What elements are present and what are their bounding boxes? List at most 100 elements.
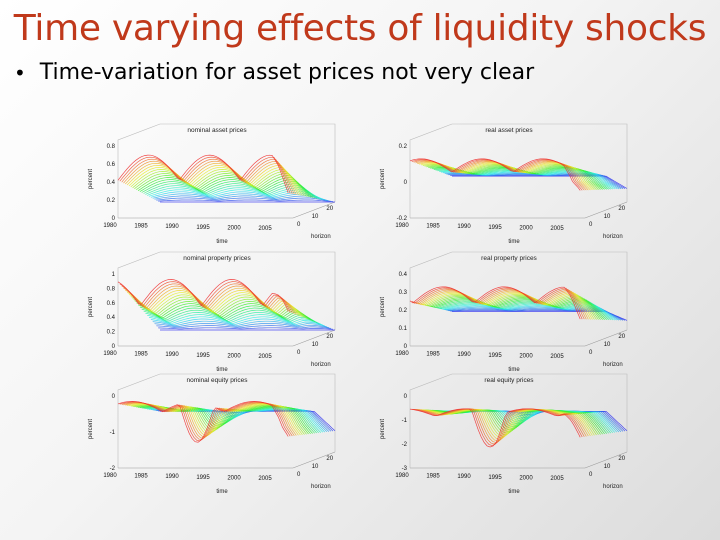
z-tick-label: 0.4 <box>107 315 116 321</box>
surface-mesh-line <box>411 408 583 446</box>
x-axis-label: time <box>508 489 520 495</box>
y-tick-label: 20 <box>618 334 625 340</box>
surface-mesh-line <box>148 189 323 200</box>
surface-mesh-line <box>126 290 299 316</box>
y-tick-label: 10 <box>312 214 319 220</box>
x-tick-label: 1985 <box>426 224 440 230</box>
surface-mesh-line <box>132 296 305 319</box>
y-tick-label: 0 <box>297 350 301 356</box>
z-axis-label: percent <box>88 169 94 189</box>
z-tick-label: 0 <box>112 394 116 400</box>
chart-floor-edge <box>410 201 628 219</box>
z-tick-label: 0.2 <box>107 198 116 204</box>
slide-title: Time varying effects of liquidity shocks <box>13 8 707 49</box>
y-axis-label: horizon <box>603 484 623 490</box>
x-axis-label: time <box>508 367 520 373</box>
z-tick-label: 0 <box>404 344 408 350</box>
chart-title: real asset prices <box>485 127 533 134</box>
surface-mesh-line <box>156 197 331 202</box>
x-tick-label: 2000 <box>519 225 533 231</box>
surface-mesh-line <box>143 183 317 199</box>
chart-frame <box>117 373 336 468</box>
surface-mesh-line <box>450 310 626 321</box>
surface-mesh-line <box>422 293 595 320</box>
x-tick-label: 1985 <box>134 352 148 358</box>
x-tick-label: 1985 <box>134 474 148 480</box>
chart-nominal-asset-prices: nominal asset prices 0 0.2 0.4 0.6 0.8 percent… <box>80 122 355 250</box>
chart-real-equity-prices: real equity prices -3 -2 -1 0 percent 1980 1985… <box>372 372 647 500</box>
y-axis-label: horizon <box>603 362 623 368</box>
x-tick-label: 2000 <box>227 225 241 231</box>
x-tick-label: 2000 <box>519 353 533 359</box>
x-tick-label: 1990 <box>457 352 471 358</box>
z-tick-label: 0 <box>112 216 116 222</box>
y-tick-label: 10 <box>312 342 319 348</box>
z-tick-label: 0.4 <box>107 180 116 186</box>
surface-mesh-line <box>417 290 589 320</box>
surface-mesh-line <box>132 171 305 197</box>
y-tick-label: 0 <box>589 350 593 356</box>
surface-mesh-line <box>409 286 581 320</box>
surface-mesh-line <box>428 297 601 320</box>
x-tick-label: 1980 <box>103 473 117 479</box>
chart-real-property-prices: real property prices 0 0.1 0.2 0.3 0.4 percent… <box>372 250 647 378</box>
bullet-point: • Time-variation for asset prices not ve… <box>14 60 534 85</box>
y-tick-label: 0 <box>589 472 593 478</box>
y-tick-label: 0 <box>297 472 301 478</box>
surface-mesh-line <box>121 283 293 314</box>
surface-mesh-line <box>440 304 616 321</box>
surface-mesh-line <box>158 199 334 202</box>
surface-mesh-line <box>119 156 291 194</box>
chart-frame <box>409 251 628 346</box>
chart-nominal-property-prices: nominal property prices 0 0.2 0.4 0.6 0.8 1 per… <box>80 250 355 378</box>
surface-mesh-line <box>134 173 307 197</box>
surface-mesh-line <box>119 281 291 313</box>
surface-mesh-line <box>411 287 583 320</box>
surface-mesh-line <box>128 166 301 196</box>
x-tick-label: 1995 <box>488 475 502 481</box>
z-tick-label: 0.1 <box>399 326 408 332</box>
x-tick-label: 1980 <box>103 351 117 357</box>
y-tick-label: 20 <box>326 334 333 340</box>
chart-floor-edge <box>118 451 336 469</box>
x-tick-label: 2005 <box>258 354 272 360</box>
surface-mesh-line <box>154 323 329 328</box>
surface-mesh-line <box>147 187 321 200</box>
x-tick-label: 1995 <box>196 475 210 481</box>
chart-floor-edge <box>410 451 628 469</box>
surface-mesh-line <box>145 185 319 200</box>
surface-mesh-line <box>117 401 289 443</box>
x-tick-label: 2005 <box>550 226 564 232</box>
surface-mesh-line <box>409 408 581 448</box>
surface-mesh-line <box>130 294 303 318</box>
x-tick-label: 1990 <box>165 474 179 480</box>
surface-mesh-line <box>137 303 311 321</box>
z-axis-label: percent <box>88 419 94 439</box>
chart-title: nominal equity prices <box>186 377 248 384</box>
z-tick-label: -1 <box>110 430 116 436</box>
chart-frame <box>117 123 336 218</box>
surface-mesh-line <box>123 160 295 195</box>
y-axis-label: horizon <box>311 362 331 368</box>
x-tick-label: 1980 <box>103 223 117 229</box>
surface-mesh-line <box>409 158 581 191</box>
x-axis-label: time <box>216 239 228 245</box>
x-tick-label: 2005 <box>258 226 272 232</box>
z-tick-label: 1 <box>112 272 116 278</box>
x-tick-label: 1990 <box>457 224 471 230</box>
chart-floor-edge <box>118 201 336 219</box>
surface-mesh-line <box>150 318 325 327</box>
z-tick-label: 0 <box>404 180 408 186</box>
surface-mesh-line <box>420 292 593 320</box>
chart-title: real equity prices <box>484 377 534 384</box>
x-tick-label: 1990 <box>165 352 179 358</box>
chart-floor-edge <box>410 329 628 347</box>
surface-mesh-line <box>145 312 319 324</box>
y-tick-label: 10 <box>312 464 319 470</box>
y-tick-label: 0 <box>297 222 301 228</box>
y-tick-label: 10 <box>604 464 611 470</box>
surface-mesh-line <box>136 301 309 320</box>
y-axis-label: horizon <box>603 234 623 240</box>
x-tick-label: 1990 <box>457 474 471 480</box>
surface-mesh-line <box>433 300 607 321</box>
